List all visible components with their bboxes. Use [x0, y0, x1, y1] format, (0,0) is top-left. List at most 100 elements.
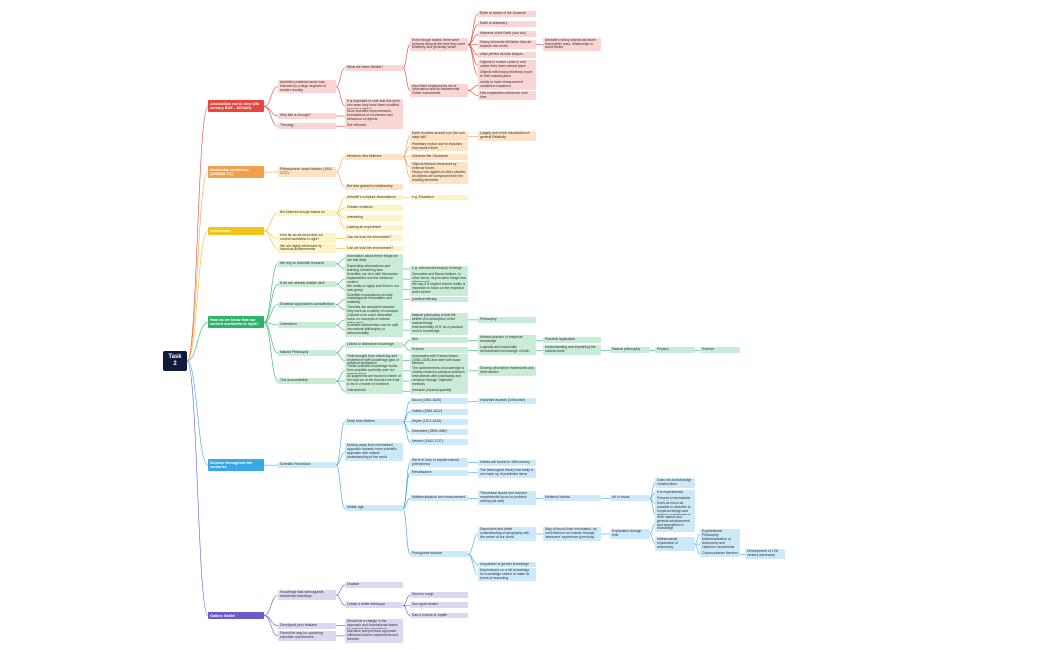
topic-node: Development of 17th century astronomy — [745, 549, 785, 560]
topic-node: Instrumental — [345, 388, 403, 395]
topic-node: Objects in motion come to rest unless th… — [478, 60, 536, 70]
topic-node: e.g. Education — [410, 194, 468, 201]
topic-node: Aristotle's scripture observations — [345, 194, 403, 201]
branch-node: How do we know that our current worldvie… — [208, 316, 264, 329]
topic-node: research physical quantity — [410, 388, 468, 395]
topic-node: Natural philosophy — [610, 347, 650, 354]
topic-node: Corpuscularian theories — [700, 551, 740, 558]
topic-node: e.g. relevant philosophy of things — [410, 265, 468, 272]
topic-node: Philosophers: Isaac Newton (1642-1727) — [278, 167, 336, 177]
topic-node: Renaissance — [410, 469, 468, 476]
topic-node: Middle age — [345, 505, 403, 512]
connector — [402, 156, 411, 178]
connector — [335, 283, 346, 290]
connector — [402, 345, 411, 351]
connector — [335, 67, 346, 88]
topic-node: Dependent and belief understanding of ge… — [478, 526, 536, 541]
connector — [467, 533, 479, 555]
connector — [402, 605, 411, 616]
topic-node: The astrological theory that really is n… — [478, 467, 536, 478]
connector — [467, 85, 479, 91]
connector — [335, 319, 346, 326]
connector — [335, 324, 346, 331]
topic-node: Science — [410, 347, 468, 354]
connector — [263, 594, 279, 616]
topic-node: Philosophy — [478, 316, 536, 323]
branch-node: Conclusion — [208, 227, 264, 235]
topic-node: Largely due to the introduction of gener… — [478, 131, 536, 142]
connector — [263, 283, 279, 323]
connector — [335, 304, 346, 311]
topic-node: Also there explained its set of informat… — [410, 83, 468, 98]
topic-node: Theoretical issues and focused experimen… — [478, 491, 536, 505]
topic-node: Mathematical explanation of Astronomy — [655, 537, 695, 551]
topic-node: Interesting — [345, 214, 403, 221]
connector — [335, 370, 346, 382]
topic-node: Deep time Matters — [345, 418, 403, 425]
root-node: Task 2 — [163, 350, 187, 371]
branch-node: Newtonian worldview (1600AD-TC) — [208, 166, 264, 178]
connector — [263, 322, 279, 382]
connector — [649, 497, 656, 514]
connector — [263, 615, 279, 637]
connector — [335, 171, 346, 188]
topic-node: Knowledge that went against aristotelian… — [278, 590, 336, 600]
connector — [335, 86, 346, 107]
topic-node: Linked to distinctive knowledge — [345, 342, 403, 349]
topic-node: With natural and general advancement and… — [655, 514, 695, 533]
connector — [402, 497, 411, 509]
topic-node: Art of reads — [610, 495, 650, 502]
connector — [263, 322, 279, 326]
connector — [402, 462, 411, 509]
topic-node: Natural philosophy is that the beliefs o… — [410, 312, 468, 327]
topic-node: Scientific explanations provide unambigu… — [345, 292, 403, 307]
topic-node: Bacon (1561-1626) — [410, 398, 468, 405]
topic-node: Earth is stationary — [478, 21, 536, 28]
connector — [263, 304, 279, 323]
topic-node: Understanding and explaining the natural… — [543, 345, 601, 356]
connector — [263, 106, 279, 117]
topic-node: Portuguese balance — [410, 551, 468, 558]
connector — [335, 278, 346, 285]
connector — [467, 554, 479, 565]
topic-node: Heavy rock applies to other planets, all… — [410, 170, 468, 184]
topic-node: Practical application — [543, 337, 601, 344]
topic-node: Associated with Francis Bacon (1561-1626… — [410, 353, 468, 368]
connector — [186, 106, 209, 362]
topic-node: Greater evidence — [345, 204, 403, 211]
topic-node: Way of bound their information, by not E… — [543, 526, 601, 541]
topic-node: Sun spots bodies — [410, 602, 468, 609]
topic-node: Had explanation behaviour over time — [478, 90, 536, 101]
connector — [402, 472, 411, 509]
topic-node: Physics — [655, 347, 695, 354]
connector — [402, 67, 411, 91]
connector — [467, 90, 479, 96]
topic-node: Mathematization of Astronomy and Optimum… — [700, 537, 740, 551]
topic-node: Universe like Clockwork — [410, 153, 468, 160]
topic-node: Can we trust the information? — [345, 235, 403, 242]
connector — [335, 421, 346, 466]
topic-node: How far do we know that our current worl… — [278, 233, 336, 244]
connector — [649, 523, 656, 535]
topic-node: More scientific improvements, formulatio… — [345, 109, 403, 123]
topic-node: Theology — [278, 123, 336, 130]
topic-node: We're in form to explain natural phenome… — [410, 457, 468, 468]
topic-node: Kepler (1571-1630) — [410, 418, 468, 425]
connector — [402, 421, 411, 443]
connector — [263, 230, 279, 249]
topic-node: Natural Philosophy — [278, 350, 336, 356]
topic-node: All judgments are bound to frame of the … — [345, 374, 403, 388]
topic-node: Dependence on a full knowledge for knowl… — [478, 567, 536, 582]
topic-node: Instrumentality of 'it' as a practical t… — [410, 325, 468, 335]
branch-node: Science throughout the centuries — [208, 459, 264, 471]
topic-node: Moon is rough — [410, 592, 468, 599]
connector — [467, 23, 479, 45]
topic-node: Objects behave influenced by external fo… — [410, 162, 468, 172]
connector — [467, 44, 479, 76]
topic-node: Descartes (1596-1650) — [410, 429, 468, 435]
topic-node: Even though stated, there were persons l… — [410, 37, 468, 52]
topic-node: Narrative and previous approach influenc… — [345, 628, 403, 643]
topic-node: But less geared to relationship — [345, 184, 403, 191]
connector — [467, 44, 479, 66]
